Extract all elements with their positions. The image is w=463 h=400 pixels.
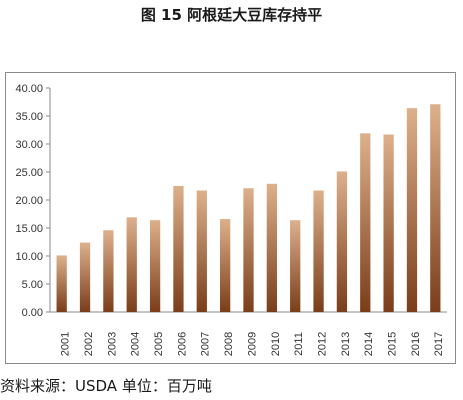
x-tick-label: 2015 (387, 332, 399, 356)
x-tick-label: 2006 (176, 332, 188, 356)
x-tick-label: 2010 (270, 332, 282, 356)
y-tick-label: 15.00 (15, 223, 43, 235)
bar-2015 (383, 134, 394, 312)
x-tick-label: 2002 (83, 332, 95, 356)
bar-2007 (196, 190, 207, 312)
x-tick-label: 2013 (340, 332, 352, 356)
bar-2013 (336, 171, 348, 312)
x-tick-label: 2016 (410, 332, 422, 356)
bar-2002 (79, 242, 91, 312)
y-tick-label: 10.00 (15, 251, 43, 263)
x-tick-label: 2001 (60, 332, 72, 356)
x-tick-label: 2008 (223, 332, 235, 356)
y-tick-label: 25.00 (15, 167, 43, 179)
bar-2012 (313, 190, 324, 312)
bar-2017 (430, 104, 441, 313)
bar-2005 (149, 220, 161, 312)
bar-2014 (360, 133, 371, 312)
x-tick-label: 2012 (316, 332, 328, 356)
x-tick-label: 2009 (246, 332, 258, 356)
x-tick-label: 2005 (153, 332, 165, 356)
y-tick-label: 35.00 (15, 111, 43, 123)
x-tick-label: 2014 (363, 332, 375, 356)
bar-2011 (290, 220, 301, 312)
bar-2006 (173, 186, 184, 312)
x-tick-label: 2007 (200, 332, 212, 356)
y-tick-label: 20.00 (15, 195, 43, 207)
x-tick-label: 2004 (130, 332, 142, 356)
source-note: 资料来源：USDA 单位：百万吨 (0, 377, 212, 395)
bar-2008 (220, 219, 231, 312)
y-tick-label: 0.00 (22, 307, 43, 319)
bar-2003 (103, 230, 114, 312)
bar-2009 (243, 188, 254, 312)
chart-title: 图 15 阿根廷大豆库存持平 (140, 6, 323, 24)
x-tick-label: 2017 (433, 332, 445, 356)
x-tick-label: 2011 (293, 332, 305, 356)
y-tick-label: 30.00 (15, 139, 43, 151)
x-tick-label: 2003 (106, 332, 118, 356)
bar-2001 (56, 255, 67, 312)
chart-frame (5, 72, 456, 364)
bar-2010 (266, 183, 277, 312)
bar-2016 (406, 108, 418, 312)
y-tick-label: 40.00 (15, 83, 43, 95)
bar-2004 (126, 217, 137, 312)
y-tick-label: 5.00 (22, 279, 43, 291)
